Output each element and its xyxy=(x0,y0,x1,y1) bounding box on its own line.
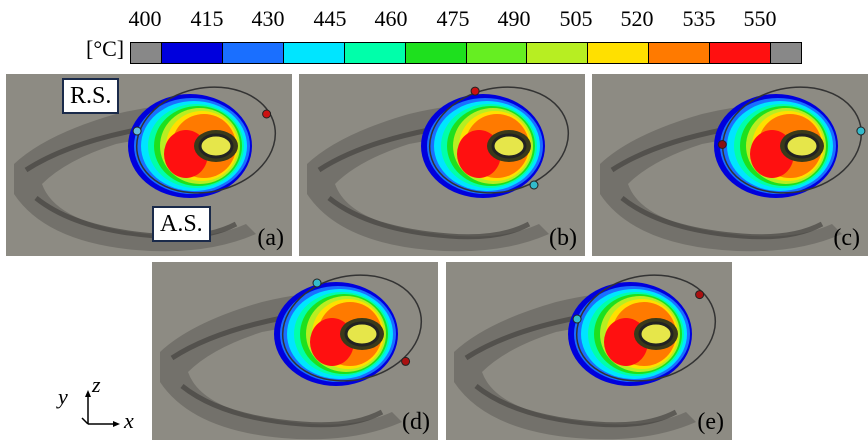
colorbar-tick: 535 xyxy=(682,6,716,31)
panel-label: (e) xyxy=(697,409,724,435)
colorbar-tick-labels: 400 415 430 445 460 475 490 505 520 535 … xyxy=(0,6,868,34)
colorbar-segment xyxy=(588,43,650,63)
tool-pin-inner xyxy=(786,135,818,157)
tool-pin-inner xyxy=(200,135,232,157)
tool-pin-inner xyxy=(493,135,525,157)
orbit-path xyxy=(721,86,863,194)
panel-label: (b) xyxy=(549,225,577,251)
colorbar-tick: 460 xyxy=(374,6,408,31)
tool-pin-rim xyxy=(491,133,527,159)
orbit-marker xyxy=(856,126,866,136)
y-axis-label: y xyxy=(58,384,68,409)
workpiece-shadow xyxy=(160,292,402,440)
axes-arrows xyxy=(81,390,120,427)
panel-c: (c) xyxy=(592,74,868,256)
panel-label: (c) xyxy=(833,225,860,251)
tool-pin-inner xyxy=(640,323,672,345)
panel-e: (e) xyxy=(446,262,732,440)
temperature-field xyxy=(14,86,277,252)
workpiece-shadow xyxy=(307,104,549,252)
colorbar-tick: 400 xyxy=(128,6,162,31)
orbit-marker xyxy=(262,109,272,119)
orbit-path xyxy=(575,274,717,382)
colorbar-tick: 415 xyxy=(190,6,224,31)
colorbar-segment xyxy=(344,43,406,63)
tool-pin-inner xyxy=(346,323,378,345)
colorbar-tick: 520 xyxy=(620,6,654,31)
panel-label: (a) xyxy=(257,225,284,251)
colorbar-segment xyxy=(527,43,589,63)
temperature-field xyxy=(307,86,570,252)
colorbar-tick: 550 xyxy=(743,6,777,31)
orbit-marker xyxy=(695,290,705,300)
workpiece-shadow xyxy=(14,104,256,252)
colorbar-segment xyxy=(649,43,711,63)
orbit-marker xyxy=(132,126,142,136)
temperature-field xyxy=(600,86,866,252)
colorbar-segment xyxy=(222,43,284,63)
x-axis-label: x xyxy=(124,408,134,433)
colorbar-segment xyxy=(405,43,467,63)
colorbar-segment xyxy=(283,43,345,63)
temperature-field xyxy=(454,274,717,440)
orbit-marker xyxy=(312,278,322,288)
colorbar-tick: 505 xyxy=(559,6,593,31)
colorbar-segment xyxy=(162,43,223,63)
as-tag: A.S. xyxy=(152,206,211,242)
workpiece-ridge xyxy=(317,127,531,240)
temperature-field xyxy=(160,274,423,440)
colorbar-tick: 475 xyxy=(436,6,470,31)
z-axis-label: z xyxy=(92,372,101,397)
orbit-path xyxy=(135,86,277,194)
panel-b: (b) xyxy=(299,74,585,256)
tool-pin-rim xyxy=(784,133,820,159)
workpiece-ridge xyxy=(170,315,384,428)
workpiece-shadow xyxy=(454,292,696,440)
colorbar-cap-high xyxy=(771,43,802,63)
tool-pin-rim xyxy=(344,321,380,347)
colorbar-unit: [°C] xyxy=(86,36,125,61)
panel-label: (d) xyxy=(402,409,430,435)
axes-triad: y z x xyxy=(58,372,148,434)
colorbar-cap-low xyxy=(131,43,162,63)
colorbar-tick: 430 xyxy=(251,6,285,31)
workpiece-ridge xyxy=(464,315,678,428)
tool-pin-rim xyxy=(638,321,674,347)
orbit-path xyxy=(281,274,423,382)
colorbar-tick: 490 xyxy=(497,6,531,31)
orbit-marker xyxy=(401,356,411,366)
orbit-marker xyxy=(572,314,582,324)
colorbar xyxy=(130,42,802,64)
panel-a: R.S. A.S. (a) xyxy=(6,74,292,256)
colorbar-segment xyxy=(710,43,772,63)
orbit-marker xyxy=(470,86,480,96)
colorbar-tick: 445 xyxy=(313,6,347,31)
panel-d: (d) xyxy=(152,262,438,440)
workpiece-ridge xyxy=(610,127,824,240)
workpiece-shadow xyxy=(600,104,842,252)
rs-tag: R.S. xyxy=(62,78,120,114)
colorbar-segment xyxy=(466,43,528,63)
tool-pin-rim xyxy=(198,133,234,159)
orbit-path xyxy=(428,86,570,194)
orbit-marker xyxy=(717,140,727,149)
orbit-marker xyxy=(529,180,539,190)
